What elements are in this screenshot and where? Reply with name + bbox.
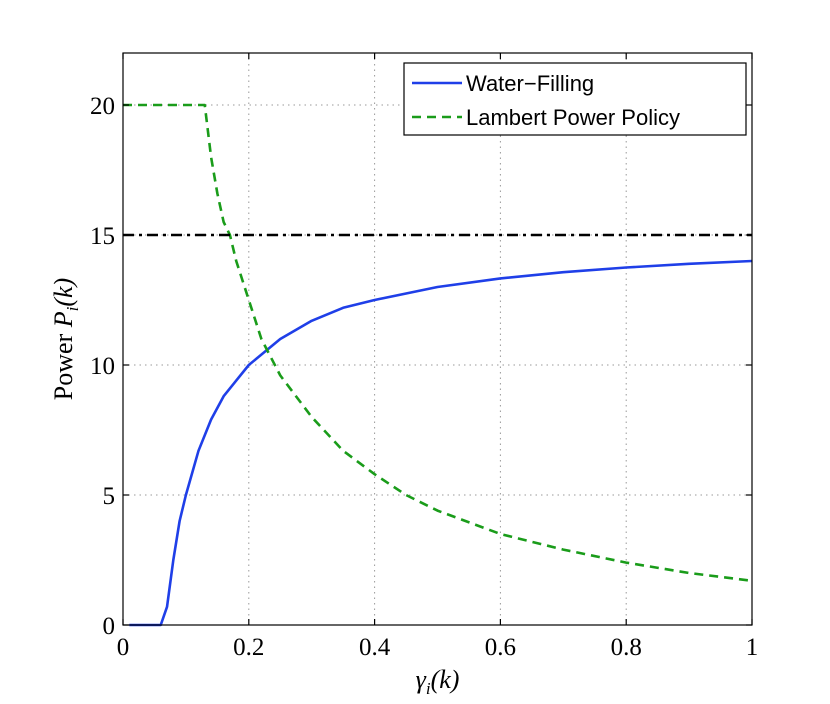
y-tick-label-0: 0: [103, 613, 116, 640]
y-axis-label-tail: (k): [49, 278, 78, 307]
y-tick-label-4: 20: [90, 93, 115, 120]
y-axis-label-word: Power: [49, 327, 78, 400]
series-line-water-filling: [129, 259, 753, 627]
plot-frame: [122, 52, 753, 626]
grid-lines: [123, 53, 752, 625]
y-tick-label-1: 5: [103, 483, 116, 510]
x-axis-label-sub: i: [426, 679, 431, 698]
series-lines: [123, 103, 753, 627]
y-axis-label-main: P: [49, 311, 78, 328]
x-axis-label-main: γ: [416, 665, 427, 694]
y-tick-label-2: 10: [90, 353, 115, 380]
y-axis-label-sub: i: [63, 306, 82, 311]
legend-box: [403, 62, 747, 136]
y-axis-label: Power Pi(k): [49, 278, 82, 400]
x-tick-label-1: 0.2: [233, 634, 264, 661]
x-axis-label: γi(k): [416, 665, 460, 698]
legend-label-water-filling: Water−Filling: [466, 71, 594, 96]
x-tick-label-0: 0: [117, 634, 130, 661]
x-tick-label-5: 1: [746, 634, 759, 661]
x-tick-label-4: 0.8: [611, 634, 642, 661]
x-tick-label-3: 0.6: [485, 634, 516, 661]
x-axis-label-tail: (k): [431, 665, 460, 694]
x-tick-label-2: 0.4: [359, 634, 391, 661]
legend: Water−Filling Lambert Power Policy: [403, 62, 747, 136]
series-line-lambert-power-policy: [123, 103, 753, 583]
y-tick-label-3: 15: [90, 223, 115, 250]
legend-label-lambert-power-policy: Lambert Power Policy: [466, 105, 680, 130]
